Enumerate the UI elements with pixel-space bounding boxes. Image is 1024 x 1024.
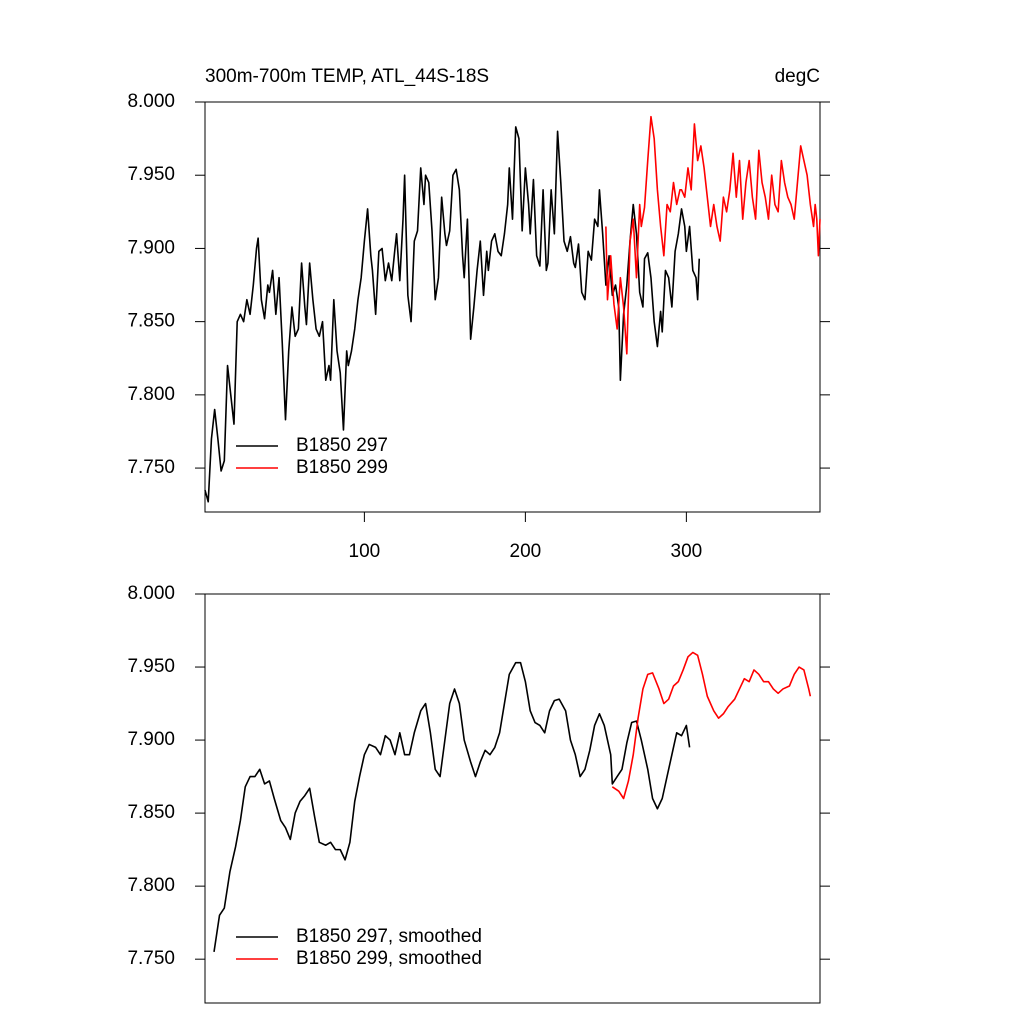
y-tick-label: 7.950: [127, 164, 175, 185]
chart-title: 300m-700m TEMP, ATL_44S-18S: [205, 66, 489, 87]
data-line: [204, 126, 701, 503]
y-tick-label: 7.800: [127, 384, 175, 405]
data-line: [605, 115, 821, 355]
legend-label: B1850 299: [296, 457, 388, 478]
data-line: [213, 661, 691, 952]
y-tick-label: 8.000: [127, 583, 175, 604]
x-tick-label: 300: [671, 541, 703, 562]
units-label: degC: [775, 66, 820, 87]
legend-label: B1850 297, smoothed: [296, 926, 482, 947]
legend-label: B1850 299, smoothed: [296, 948, 482, 969]
y-tick-label: 7.900: [127, 237, 175, 258]
legend-label: B1850 297: [296, 435, 388, 456]
plot-frame: [204, 101, 821, 513]
y-tick-label: 7.800: [127, 875, 175, 896]
y-tick-label: 7.750: [127, 948, 175, 969]
plot-frame: [204, 593, 821, 1004]
y-tick-label: 7.950: [127, 656, 175, 677]
y-tick-label: 7.850: [127, 802, 175, 823]
y-tick-label: 7.900: [127, 729, 175, 750]
y-tick-label: 7.750: [127, 457, 175, 478]
y-tick-label: 8.000: [127, 91, 175, 112]
x-tick-label: 200: [510, 541, 542, 562]
x-tick-label: 100: [349, 541, 381, 562]
data-line: [611, 651, 812, 800]
y-tick-label: 7.850: [127, 311, 175, 332]
